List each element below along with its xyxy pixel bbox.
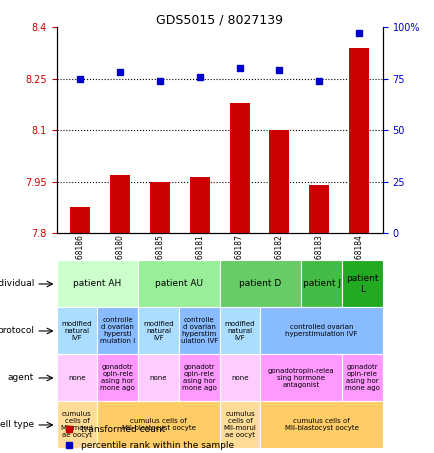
Text: patient D: patient D [239,280,281,289]
FancyBboxPatch shape [56,401,97,448]
Text: none: none [149,375,167,381]
Text: modified
natural
IVF: modified natural IVF [224,321,255,341]
Text: individual: individual [0,280,34,289]
Text: patient J: patient J [302,280,340,289]
Bar [189,177,209,233]
Text: cumulus
cells of
MII-morul
ae oocyt: cumulus cells of MII-morul ae oocyt [60,411,93,439]
Text: gonadotr
opin-rele
asing hor
mone ago: gonadotr opin-rele asing hor mone ago [181,365,216,391]
Text: transformed count: transformed count [81,425,165,434]
Text: modified
natural
IVF: modified natural IVF [62,321,92,341]
Text: patient AH: patient AH [73,280,121,289]
FancyBboxPatch shape [260,308,382,354]
Text: none: none [231,375,248,381]
FancyBboxPatch shape [97,401,219,448]
FancyBboxPatch shape [260,354,341,401]
FancyBboxPatch shape [56,308,97,354]
Bar [150,182,170,233]
FancyBboxPatch shape [178,354,219,401]
FancyBboxPatch shape [219,354,260,401]
FancyBboxPatch shape [219,401,260,448]
Text: percentile rank within the sample: percentile rank within the sample [81,441,233,449]
FancyBboxPatch shape [138,354,178,401]
Text: cell type: cell type [0,420,34,429]
Bar [269,130,289,233]
FancyBboxPatch shape [56,354,97,401]
Title: GDS5015 / 8027139: GDS5015 / 8027139 [156,13,283,26]
Text: controlled ovarian
hyperstimulation IVF: controlled ovarian hyperstimulation IVF [285,324,357,337]
Text: agent: agent [8,373,34,382]
FancyBboxPatch shape [260,401,382,448]
Text: controlle
d ovarian
hyperstim
ulation IVF: controlle d ovarian hyperstim ulation IV… [180,318,217,344]
Text: patient
L: patient L [345,274,378,294]
FancyBboxPatch shape [178,308,219,354]
Text: protocol: protocol [0,327,34,336]
Text: cumulus cells of
MII-blastocyst oocyte: cumulus cells of MII-blastocyst oocyte [284,419,358,431]
FancyBboxPatch shape [138,260,219,308]
Bar [309,185,329,233]
Text: controlle
d ovarian
hypersti
mulation I: controlle d ovarian hypersti mulation I [100,318,135,344]
Text: cumulus
cells of
MII-morul
ae oocyt: cumulus cells of MII-morul ae oocyt [223,411,256,439]
Bar [70,207,90,233]
Text: gonadotr
opin-rele
asing hor
mone ago: gonadotr opin-rele asing hor mone ago [100,365,135,391]
FancyBboxPatch shape [97,354,138,401]
FancyBboxPatch shape [219,260,300,308]
FancyBboxPatch shape [97,308,138,354]
FancyBboxPatch shape [138,308,178,354]
Text: modified
natural
IVF: modified natural IVF [143,321,173,341]
FancyBboxPatch shape [300,260,341,308]
Bar [229,103,249,233]
Bar [348,48,368,233]
Text: none: none [68,375,85,381]
Text: cumulus cells of
MII-blastocyst oocyte: cumulus cells of MII-blastocyst oocyte [121,419,195,431]
FancyBboxPatch shape [56,260,138,308]
FancyBboxPatch shape [341,354,382,401]
Text: patient AU: patient AU [155,280,202,289]
Bar [110,175,130,233]
Text: gonadotropin-relea
sing hormone
antagonist: gonadotropin-relea sing hormone antagoni… [267,368,334,388]
FancyBboxPatch shape [219,308,260,354]
FancyBboxPatch shape [341,260,382,308]
Text: gonadotr
opin-rele
asing hor
mone ago: gonadotr opin-rele asing hor mone ago [344,365,379,391]
